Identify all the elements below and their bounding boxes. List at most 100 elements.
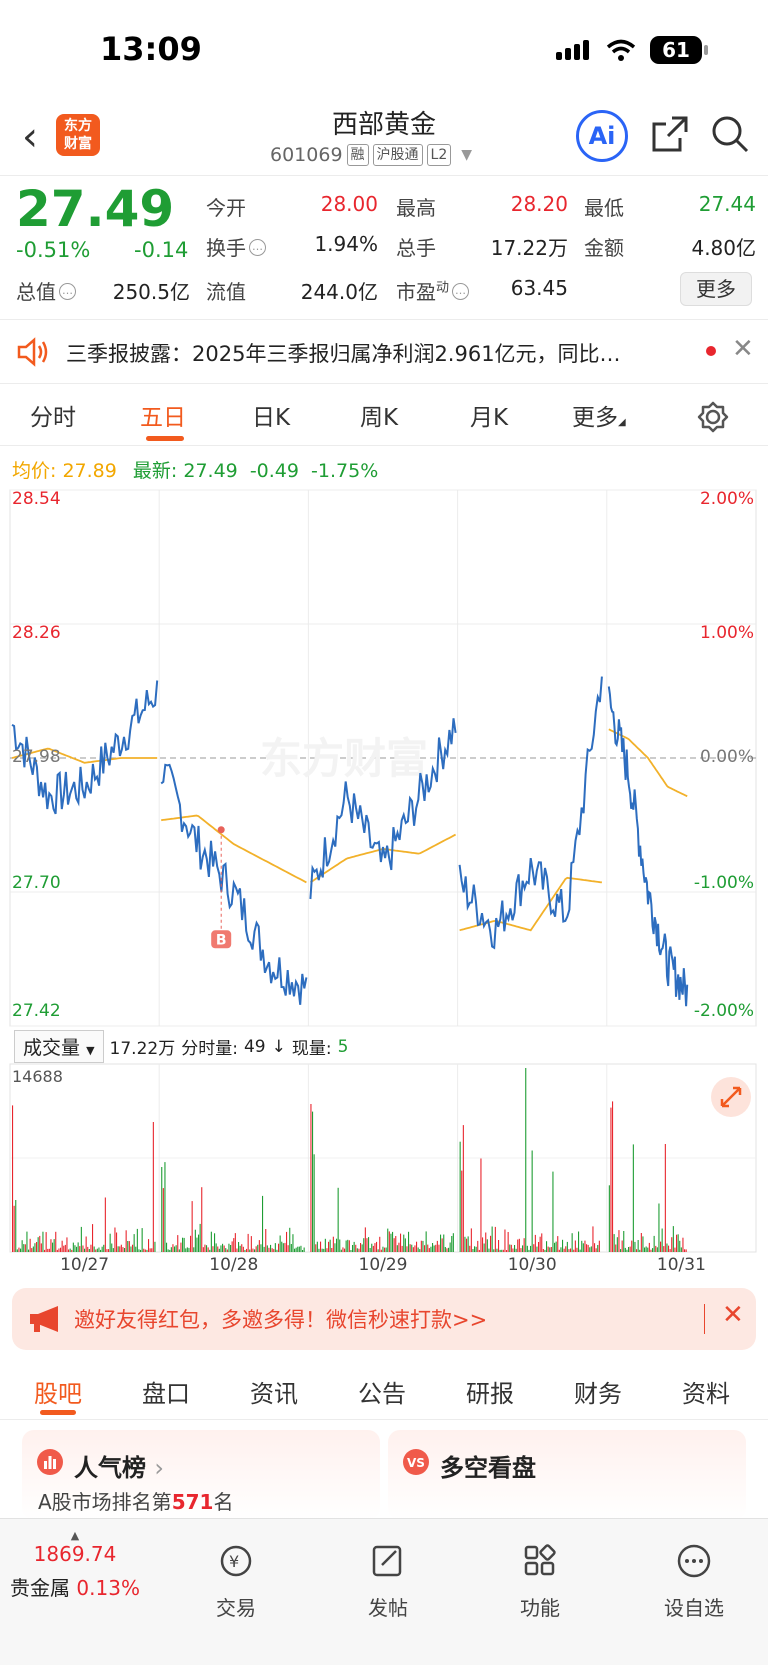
- volume-bar: [671, 1237, 673, 1252]
- trade-button[interactable]: ¥ 交易: [206, 1543, 266, 1621]
- tab-news[interactable]: 资讯: [250, 1380, 298, 1408]
- volume-bar: [56, 1249, 58, 1252]
- volume-bar: [661, 1228, 663, 1252]
- volume-bar: [502, 1249, 504, 1252]
- volume-bar: [464, 1236, 466, 1252]
- volume-bar: [24, 1244, 26, 1252]
- tab-announcements[interactable]: 公告: [358, 1380, 406, 1408]
- volume-bar: [26, 1231, 28, 1252]
- volume-bar: [491, 1226, 493, 1252]
- volume-bar: [109, 1233, 111, 1252]
- post-button[interactable]: 发帖: [358, 1543, 418, 1621]
- tab-more[interactable]: 更多◢: [572, 398, 626, 432]
- app-logo[interactable]: 东方 财富: [56, 114, 100, 156]
- volume-bar: [520, 1248, 522, 1252]
- volume-bar: [336, 1238, 338, 1252]
- y-axis-left-label: 28.26: [12, 623, 61, 643]
- watchlist-button[interactable]: 设自选: [656, 1543, 732, 1621]
- info-icon[interactable]: …: [249, 239, 266, 256]
- more-button[interactable]: 更多: [680, 272, 752, 306]
- volume-bar: [685, 1249, 687, 1252]
- close-icon[interactable]: ✕: [722, 1300, 744, 1330]
- volume-bar: [647, 1247, 649, 1252]
- volume-bar: [506, 1250, 508, 1252]
- volume-bar: [124, 1248, 126, 1252]
- down-arrow-icon: ↓: [271, 1036, 286, 1057]
- volume-bar: [371, 1243, 373, 1252]
- volume-bar: [499, 1249, 501, 1252]
- change-percent: -0.51%: [16, 238, 91, 262]
- tab-monthly-k[interactable]: 月K: [470, 405, 509, 431]
- volume-bar: [29, 1238, 31, 1252]
- volume-bar: [581, 1240, 583, 1252]
- popularity-card[interactable]: 人气榜 › A股市场排名第571名: [22, 1430, 380, 1520]
- logo-text-top: 东方: [64, 118, 92, 134]
- tab-five-day[interactable]: 五日: [140, 405, 186, 431]
- volume-bar: [406, 1246, 408, 1252]
- back-icon[interactable]: ‹: [22, 114, 38, 160]
- volume-selector[interactable]: 成交量 ▼: [14, 1030, 104, 1063]
- label-amount: 金额: [584, 236, 624, 260]
- volume-bar: [467, 1236, 469, 1252]
- tab-order-book[interactable]: 盘口: [142, 1380, 190, 1408]
- volume-bar: [376, 1241, 378, 1252]
- bull-bear-card[interactable]: VS 多空看盘: [388, 1430, 746, 1520]
- volume-bar: [217, 1246, 219, 1252]
- volume-bar: [528, 1249, 530, 1252]
- volume-bar: [544, 1249, 546, 1252]
- stock-code-row[interactable]: 601069 融 沪股通 L2 ▼: [270, 144, 472, 166]
- status-time: 13:09: [100, 30, 202, 68]
- tab-daily-k[interactable]: 日K: [252, 405, 291, 431]
- volume-bar: [228, 1243, 230, 1252]
- close-icon[interactable]: ✕: [732, 334, 754, 364]
- value-open: 28.00: [320, 192, 378, 216]
- volume-bar: [320, 1241, 322, 1252]
- volume-bar: [223, 1245, 225, 1252]
- volume-bar: [514, 1245, 516, 1252]
- volume-bar: [71, 1249, 73, 1252]
- volume-bar: [401, 1245, 403, 1252]
- x-axis-label: 10/31: [657, 1255, 706, 1272]
- tab-financials[interactable]: 财务: [574, 1380, 622, 1408]
- index-widget[interactable]: ▲ 1869.74 贵金属 0.13%: [0, 1529, 150, 1601]
- volume-bar: [218, 1248, 220, 1252]
- ai-button[interactable]: Ai: [576, 110, 628, 162]
- y-axis-right-label: 0.00%: [700, 747, 754, 767]
- dropdown-arrow-icon[interactable]: ▼: [461, 147, 473, 163]
- buy-marker[interactable]: [211, 930, 232, 949]
- tab-weekly-k[interactable]: 周K: [360, 405, 399, 431]
- volume-bar: [510, 1244, 512, 1252]
- volume-chart[interactable]: 14688 10/27 10/28 10/29 10/30 10/31: [0, 1062, 768, 1272]
- expand-button[interactable]: [711, 1077, 751, 1117]
- functions-button[interactable]: 功能: [510, 1543, 570, 1621]
- tab-forum[interactable]: 股吧: [34, 1380, 82, 1408]
- volume-bar: [177, 1235, 179, 1252]
- volume-bars: [12, 1068, 687, 1252]
- volume-bar: [400, 1233, 402, 1252]
- tab-profile[interactable]: 资料: [682, 1380, 730, 1408]
- price-summary: 均价: 27.89 最新: 27.49 -0.49 -1.75%: [12, 456, 378, 483]
- tab-intraday[interactable]: 分时: [30, 405, 76, 431]
- share-icon[interactable]: [650, 114, 690, 154]
- volume-bar: [501, 1249, 503, 1252]
- volume-bar: [201, 1187, 203, 1252]
- volume-bar: [634, 1241, 636, 1252]
- volume-bar: [255, 1246, 257, 1252]
- info-icon[interactable]: …: [452, 283, 470, 300]
- volume-bar: [411, 1244, 413, 1252]
- volume-bar: [334, 1243, 336, 1252]
- volume-bar: [116, 1232, 118, 1252]
- info-icon[interactable]: …: [59, 283, 76, 300]
- news-banner[interactable]: 三季报披露：2025年三季报归属净利润2.961亿元，同比… ✕: [0, 320, 768, 384]
- bottom-toolbar: ▲ 1869.74 贵金属 0.13% ¥ 交易 发帖 功能 设自选: [0, 1518, 768, 1665]
- volume-bar: [645, 1246, 647, 1252]
- tab-research[interactable]: 研报: [466, 1380, 514, 1408]
- search-icon[interactable]: [710, 114, 750, 154]
- promo-banner[interactable]: 邀好友得红包，多邀多得！微信秒速打款>> ✕: [12, 1288, 756, 1350]
- bar-volume-label: 分时量:: [181, 1039, 238, 1059]
- volume-bar: [28, 1249, 30, 1252]
- volume-bar: [144, 1249, 146, 1252]
- price-chart[interactable]: 东方财富 B 28.54 28.26 27.98 27.70 27.42 2.00% 1.0…: [0, 488, 768, 1028]
- volume-bar: [507, 1232, 509, 1252]
- gear-icon[interactable]: [696, 400, 730, 434]
